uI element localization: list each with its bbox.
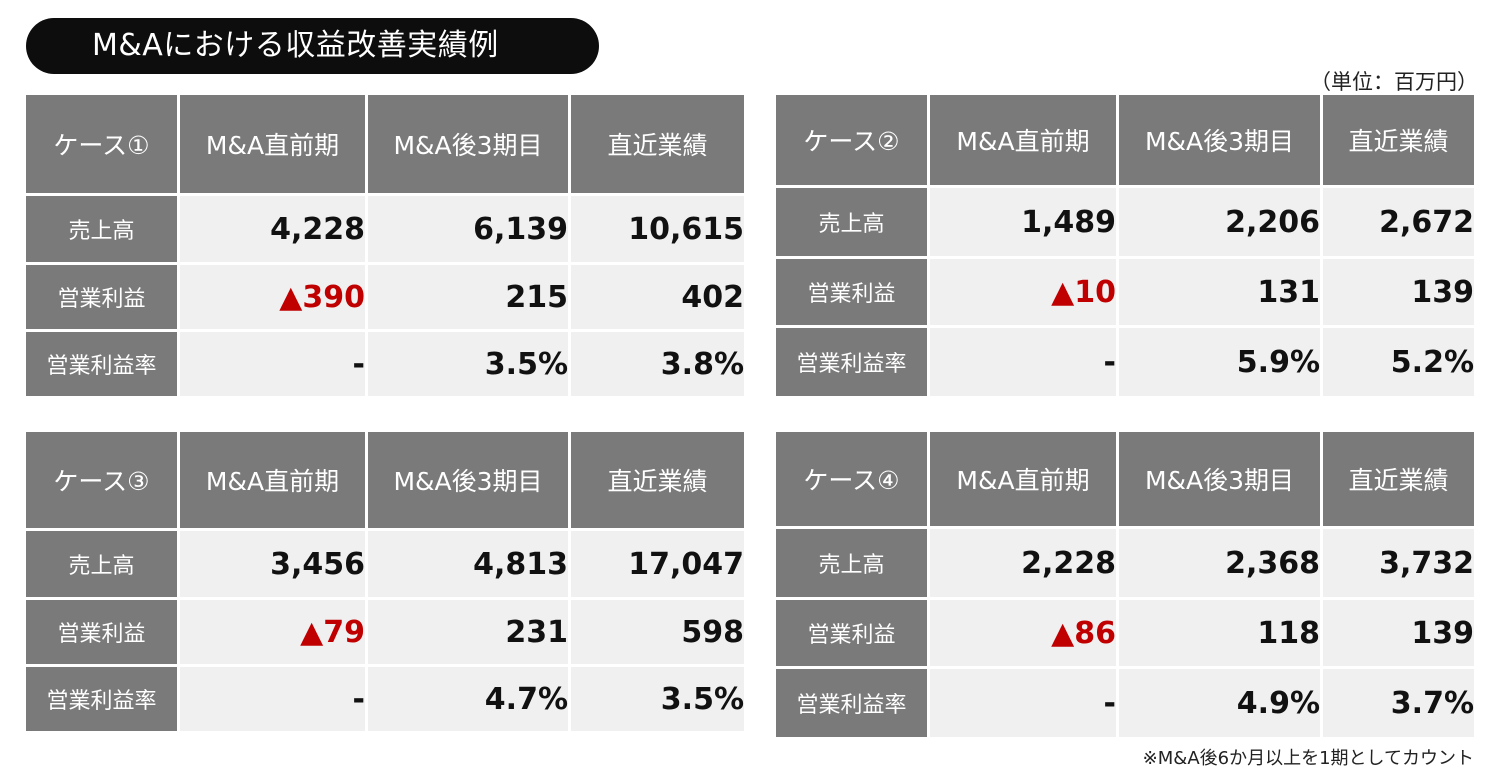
table-cell: 3,732: [1323, 529, 1474, 597]
table-cell: 3.8%: [571, 332, 744, 396]
row-label: 営業利益率: [776, 328, 927, 396]
column-header: 直近業績: [571, 95, 744, 193]
column-header: 直近業績: [1323, 432, 1474, 526]
table-cell: 5.2%: [1323, 328, 1474, 396]
row-label: 営業利益: [776, 600, 927, 666]
case-label: ケース④: [776, 432, 927, 526]
column-header: 直近業績: [571, 432, 744, 528]
table-cell: 4.9%: [1119, 669, 1320, 737]
table-cell: 6,139: [368, 196, 568, 262]
table-cell: -: [930, 328, 1116, 396]
table-cell: 3.7%: [1323, 669, 1474, 737]
footnote: ※M&A後6か月以上を1期としてカウント: [1142, 748, 1474, 769]
row-label: 売上高: [26, 196, 177, 262]
table-cell: 4,228: [180, 196, 365, 262]
table-cell: 17,047: [571, 531, 744, 597]
column-header: M&A後3期目: [368, 95, 568, 193]
case-table-3: ケース③ M&A直前期 M&A後3期目 直近業績 売上高 3,456 4,813…: [23, 429, 747, 734]
table-cell: 139: [1323, 259, 1474, 325]
table-cell: 131: [1119, 259, 1320, 325]
table-cell: 4,813: [368, 531, 568, 597]
table-cell: ▲390: [180, 265, 365, 329]
table-cell: 2,672: [1323, 188, 1474, 256]
column-header: M&A後3期目: [368, 432, 568, 528]
row-label: 営業利益率: [26, 332, 177, 396]
table-cell: 598: [571, 600, 744, 664]
row-label: 売上高: [776, 188, 927, 256]
column-header: M&A後3期目: [1119, 432, 1320, 526]
case-table-4: ケース④ M&A直前期 M&A後3期目 直近業績 売上高 2,228 2,368…: [773, 429, 1477, 740]
column-header: M&A直前期: [180, 432, 365, 528]
row-label: 売上高: [26, 531, 177, 597]
table-cell: 231: [368, 600, 568, 664]
case-label: ケース③: [26, 432, 177, 528]
table-cell: 1,489: [930, 188, 1116, 256]
unit-note: （単位：百万円）: [1310, 70, 1478, 94]
column-header: M&A直前期: [930, 95, 1116, 185]
column-header: M&A後3期目: [1119, 95, 1320, 185]
row-label: 営業利益率: [26, 667, 177, 731]
table-cell: 215: [368, 265, 568, 329]
column-header: M&A直前期: [930, 432, 1116, 526]
table-cell: ▲86: [930, 600, 1116, 666]
table-cell: 402: [571, 265, 744, 329]
case-table-1: ケース① M&A直前期 M&A後3期目 直近業績 売上高 4,228 6,139…: [23, 92, 747, 399]
row-label: 営業利益: [776, 259, 927, 325]
row-label: 売上高: [776, 529, 927, 597]
page-title: M&Aにおける収益改善実績例: [26, 18, 599, 74]
table-cell: ▲79: [180, 600, 365, 664]
table-cell: 3.5%: [368, 332, 568, 396]
table-cell: 3.5%: [571, 667, 744, 731]
row-label: 営業利益: [26, 265, 177, 329]
row-label: 営業利益率: [776, 669, 927, 737]
table-cell: 118: [1119, 600, 1320, 666]
table-cell: 5.9%: [1119, 328, 1320, 396]
case-label: ケース②: [776, 95, 927, 185]
table-cell: 3,456: [180, 531, 365, 597]
column-header: 直近業績: [1323, 95, 1474, 185]
table-cell: 10,615: [571, 196, 744, 262]
table-cell: ▲10: [930, 259, 1116, 325]
column-header: M&A直前期: [180, 95, 365, 193]
row-label: 営業利益: [26, 600, 177, 664]
case-table-2: ケース② M&A直前期 M&A後3期目 直近業績 売上高 1,489 2,206…: [773, 92, 1477, 399]
table-cell: 139: [1323, 600, 1474, 666]
table-cell: -: [180, 667, 365, 731]
table-cell: 2,368: [1119, 529, 1320, 597]
table-cell: -: [180, 332, 365, 396]
case-label: ケース①: [26, 95, 177, 193]
table-cell: 2,228: [930, 529, 1116, 597]
table-cell: 4.7%: [368, 667, 568, 731]
table-cell: 2,206: [1119, 188, 1320, 256]
table-cell: -: [930, 669, 1116, 737]
